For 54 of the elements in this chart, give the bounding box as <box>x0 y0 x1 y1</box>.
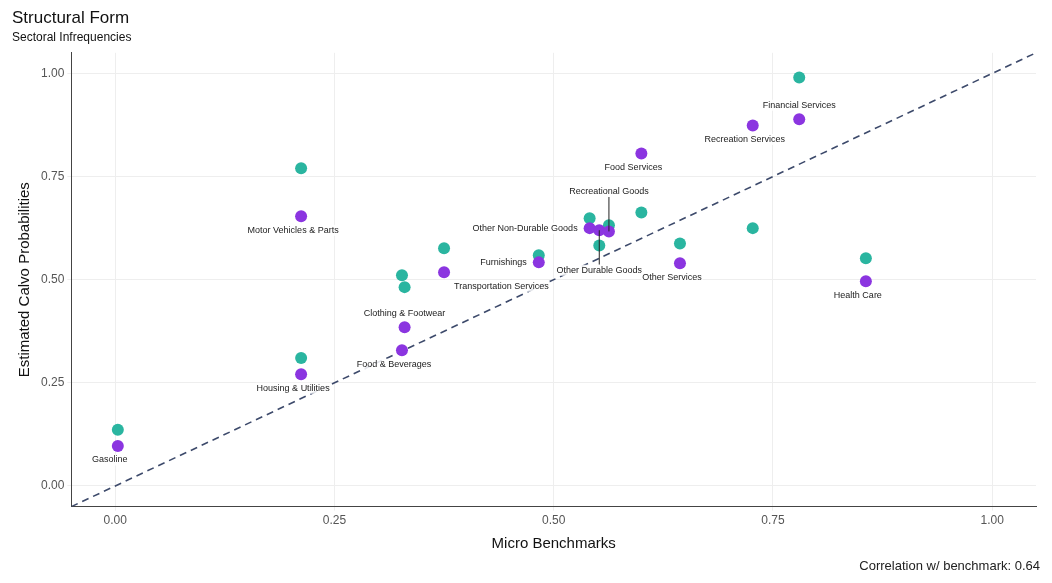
annotation: Other Durable Goods <box>556 264 643 275</box>
point <box>295 352 308 365</box>
annotation: Financial Services <box>762 99 837 110</box>
point <box>859 252 872 265</box>
y-tick-label: 0.00 <box>41 478 65 493</box>
annotation: Other Non-Durable Goods <box>472 222 579 233</box>
annotation: Health Care <box>833 289 882 300</box>
point <box>746 119 759 132</box>
x-tick-label: 0.50 <box>542 513 566 528</box>
point <box>398 281 411 294</box>
annotation: Recreation Services <box>704 133 786 144</box>
point <box>673 257 686 270</box>
point <box>635 147 648 160</box>
y-tick-label: 0.75 <box>41 168 65 183</box>
point <box>859 275 872 288</box>
point <box>583 222 596 235</box>
point <box>111 439 124 452</box>
point <box>793 71 806 84</box>
point <box>746 222 759 235</box>
x-tick-label: 0.00 <box>103 513 128 528</box>
x-axis-title: Micro Benchmarks <box>491 534 616 552</box>
text: Correlation w/ benchmark: 0.64 <box>859 558 1040 574</box>
annotation: Transportation Services <box>454 280 550 291</box>
annotation: Motor Vehicles & Parts <box>247 224 340 235</box>
y-axis-title: Estimated Calvo Probabilities <box>15 182 33 378</box>
y-tick-label: 0.50 <box>41 272 65 287</box>
point <box>635 206 648 219</box>
point <box>438 266 451 279</box>
point <box>295 162 308 175</box>
annotation: Housing & Utilities <box>256 382 331 393</box>
point <box>295 368 308 381</box>
x-tick-label: 0.25 <box>322 513 347 528</box>
x-tick-label: 1.00 <box>980 513 1005 528</box>
chart-title: Structural Form <box>12 7 130 27</box>
annotation: Clothing & Footwear <box>363 307 446 318</box>
point <box>438 242 451 255</box>
annotation: Furnishings <box>480 256 528 267</box>
annotation: Recreational Goods <box>569 185 650 196</box>
point <box>793 113 806 126</box>
annotation: Food Services <box>604 161 663 172</box>
point <box>398 321 411 334</box>
point <box>295 210 308 223</box>
point <box>395 269 408 282</box>
y-tick-label: 1.00 <box>41 65 65 80</box>
point <box>111 423 124 436</box>
point <box>673 237 686 250</box>
chart-subtitle: Sectoral Infrequencies <box>12 29 132 44</box>
point <box>395 344 408 357</box>
annotation: Food & Beverages <box>356 358 432 369</box>
x-tick-label: 0.75 <box>761 513 785 528</box>
annotation: Other Services <box>642 271 703 282</box>
y-tick-label: 0.25 <box>41 375 65 390</box>
annotation: Gasoline <box>92 454 128 465</box>
point <box>532 256 545 269</box>
